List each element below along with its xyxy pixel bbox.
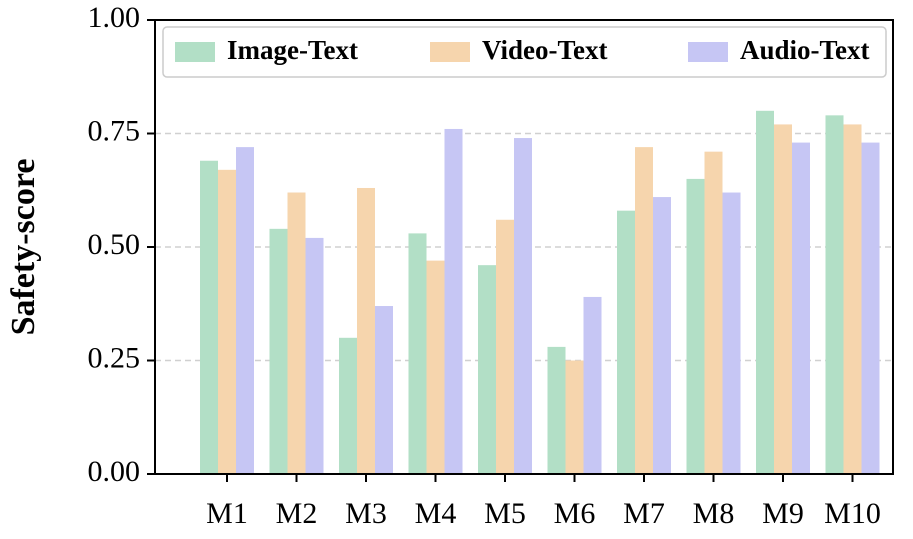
- legend-label: Audio-Text: [740, 35, 870, 65]
- bar: [287, 192, 306, 474]
- x-tick-label: M7: [623, 497, 665, 530]
- bar: [843, 124, 862, 475]
- bar: [305, 237, 324, 474]
- x-tick-label: M5: [484, 497, 526, 530]
- bar: [825, 115, 844, 474]
- legend-label: Image-Text: [227, 35, 358, 65]
- bar: [514, 138, 532, 475]
- y-tick-label: 0.50: [88, 228, 141, 261]
- bar: [686, 178, 705, 474]
- y-tick-label: 1.00: [88, 1, 141, 34]
- plot-frame: [154, 19, 894, 475]
- bar: [861, 142, 880, 474]
- bar: [583, 296, 602, 474]
- bar: [704, 151, 723, 474]
- bar: [200, 160, 218, 475]
- legend-box: [162, 26, 887, 78]
- y-axis-label: Safety-score: [5, 159, 42, 336]
- x-tick-label: M2: [276, 497, 318, 530]
- bar: [444, 128, 463, 474]
- y-tick-label: 0.00: [88, 455, 141, 488]
- y-tick-label: 0.25: [88, 341, 141, 374]
- bar: [269, 228, 288, 474]
- legend-swatch: [430, 42, 470, 62]
- x-tick-label: M6: [554, 497, 596, 530]
- legend-swatch: [175, 42, 215, 62]
- bar: [756, 110, 774, 475]
- bar: [635, 147, 653, 474]
- x-tick-label: M8: [693, 497, 735, 530]
- bar: [478, 265, 496, 474]
- bar: [218, 169, 236, 474]
- bar: [339, 337, 357, 474]
- y-tick-label: 0.75: [88, 114, 141, 147]
- bar: [617, 210, 635, 474]
- bar: [375, 306, 393, 474]
- legend-label: Video-Text: [482, 35, 608, 65]
- bar: [496, 219, 514, 474]
- x-tick-label: M9: [762, 497, 804, 530]
- bar: [236, 147, 254, 474]
- x-tick-label: M3: [345, 497, 387, 530]
- x-tick-label: M4: [415, 497, 457, 530]
- bar: [792, 142, 810, 474]
- bar: [547, 346, 566, 474]
- bar: [426, 260, 445, 474]
- bar: [722, 192, 741, 474]
- bar: [357, 187, 375, 475]
- bar: [653, 197, 671, 474]
- bar: [565, 360, 584, 474]
- x-tick-label: M1: [206, 497, 248, 530]
- bar: [774, 124, 792, 475]
- x-tick-label: M10: [824, 497, 881, 530]
- bar: [408, 233, 427, 474]
- legend-swatch: [688, 42, 728, 62]
